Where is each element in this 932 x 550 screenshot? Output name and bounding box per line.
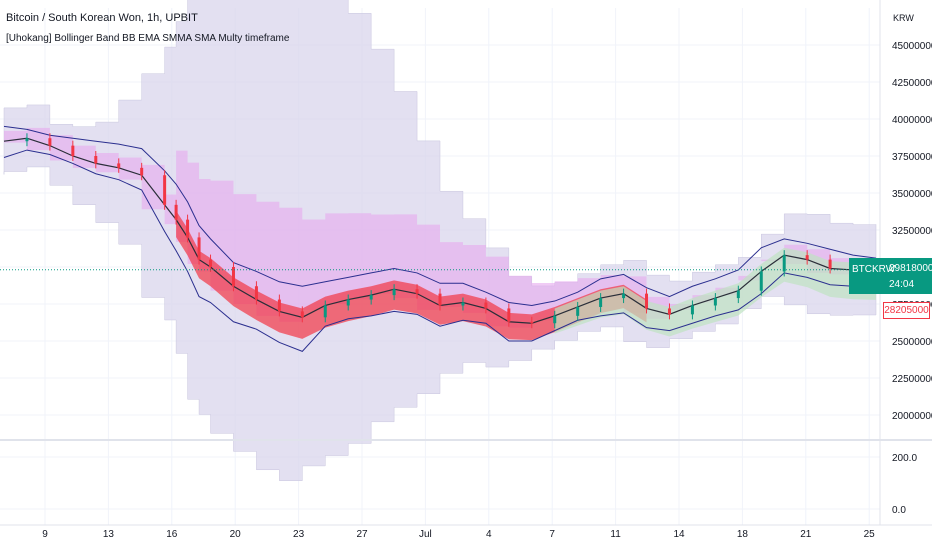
candle-body <box>254 286 258 300</box>
bollinger-lines <box>3 125 877 352</box>
candle-body <box>805 255 809 260</box>
y-tick-label: 22500000 <box>892 374 932 385</box>
candle-body <box>392 289 396 296</box>
candle-body <box>186 219 190 238</box>
candle-body <box>231 267 235 287</box>
candle-body <box>117 163 121 168</box>
candle-body <box>277 299 281 312</box>
red-ribbon <box>176 210 647 341</box>
inner-band-area <box>4 127 876 341</box>
x-tick-label: 20 <box>230 529 242 540</box>
candle-body <box>736 290 740 299</box>
last-price-value: 29818000 <box>889 263 932 274</box>
candle-body <box>484 302 488 309</box>
x-tick-label: 4 <box>486 529 492 540</box>
x-tick-label: 27 <box>356 529 368 540</box>
x-tick-label: 7 <box>549 529 555 540</box>
candle-body <box>346 299 350 306</box>
candle-body <box>553 315 557 324</box>
x-tick-label: 18 <box>737 529 749 540</box>
sub-y-tick-label: 200.0 <box>892 453 917 464</box>
candle-body <box>828 259 832 269</box>
candle-body <box>667 308 671 315</box>
last-price-tag: BTCKRW 29818000 24:04 <box>849 258 932 294</box>
candle-body <box>369 295 373 300</box>
candle-body <box>438 293 442 306</box>
price-axis-ticks: 45000000 42500000 40000000 37500000 35000000… <box>892 41 932 422</box>
y-tick-label: 35000000 <box>892 189 932 200</box>
subpane-axis-ticks: 200.0 0.0 <box>892 453 917 516</box>
candle-body <box>507 308 511 322</box>
x-tick-label: 13 <box>103 529 115 540</box>
candle-body <box>759 271 763 291</box>
candle-body <box>530 321 534 324</box>
currency-label: KRW <box>893 13 914 23</box>
y-tick-label: 45000000 <box>892 41 932 52</box>
candle-body <box>576 306 580 316</box>
candle-body <box>25 138 29 142</box>
sub-y-tick-label: 0.0 <box>892 505 906 516</box>
x-tick-label: 23 <box>293 529 305 540</box>
candle-body <box>415 289 419 294</box>
chart-title: Bitcoin / South Korean Won, 1h, UPBIT <box>6 12 198 24</box>
candle-body <box>713 298 717 306</box>
y-tick-label: 37500000 <box>892 152 932 163</box>
candle-body <box>94 156 98 164</box>
y-tick-label: 20000000 <box>892 411 932 422</box>
candle-body <box>645 293 649 309</box>
candle-body <box>71 145 75 156</box>
x-tick-label: 21 <box>800 529 812 540</box>
x-tick-label: 25 <box>864 529 876 540</box>
candle-body <box>461 302 465 306</box>
low-price-tag: 28205000 <box>883 302 930 319</box>
indicator-legend[interactable]: [Uhokang] Bollinger Band BB EMA SMMA SMA… <box>6 33 290 44</box>
candle-body <box>690 305 694 315</box>
symbol-label: BTCKRW <box>852 264 896 275</box>
candle-body <box>300 311 304 318</box>
candle-body <box>48 138 52 146</box>
time-axis-ticks: 9 13 16 20 23 27 Jul 4 7 11 14 18 21 25 <box>42 529 875 540</box>
x-tick-label: 14 <box>673 529 685 540</box>
bb-lower-line <box>3 149 877 352</box>
candle-body <box>622 293 626 299</box>
bar-countdown: 24:04 <box>889 279 915 290</box>
y-tick-label: 25000000 <box>892 337 932 348</box>
candle-body <box>163 175 167 205</box>
y-tick-label: 42500000 <box>892 78 932 89</box>
candle-body <box>140 167 144 176</box>
candle-body <box>323 305 327 318</box>
candle-body <box>599 298 603 307</box>
x-tick-label: 16 <box>166 529 178 540</box>
candle-body <box>174 204 178 220</box>
x-tick-label: 9 <box>42 529 48 540</box>
candle-body <box>197 237 201 260</box>
candle-body <box>782 255 786 272</box>
candle-body <box>209 259 213 267</box>
candles <box>25 133 878 329</box>
y-tick-label: 32500000 <box>892 226 932 237</box>
y-tick-label: 40000000 <box>892 115 932 126</box>
bb-upper-line <box>3 125 877 306</box>
x-tick-label: Jul <box>419 529 432 540</box>
x-tick-label: 11 <box>610 529 621 540</box>
